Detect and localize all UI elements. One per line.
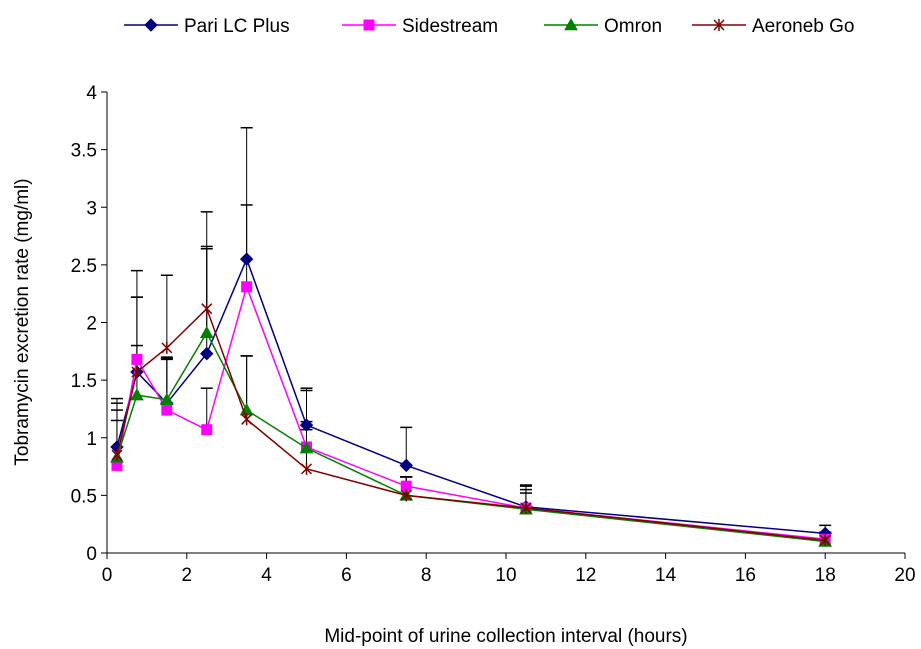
x-tick-label: 0 (102, 565, 113, 586)
x-tick-label: 12 (575, 565, 596, 586)
data-point (199, 325, 214, 339)
x-tick-label: 6 (341, 565, 352, 586)
legend-item: Omron (544, 16, 662, 37)
y-axis-title: Tobramycin excretion rate (mg/ml) (12, 178, 33, 465)
x-tick-label: 20 (894, 565, 915, 586)
series-line (116, 284, 826, 540)
series-line (116, 307, 826, 542)
data-point (299, 441, 314, 454)
data-point (241, 281, 253, 293)
x-tick-label: 8 (421, 565, 432, 586)
series-3 (111, 302, 831, 547)
data-point (399, 458, 413, 473)
y-tick-label: 2 (86, 314, 97, 335)
data-point (161, 341, 173, 354)
legend-item: Sidestream (342, 16, 498, 37)
legend-label: Sidestream (402, 16, 498, 37)
legend-label: Aeroneb Go (752, 16, 854, 37)
data-point (300, 462, 313, 475)
y-tick-label: 2.5 (71, 256, 97, 277)
x-tick-label: 14 (655, 565, 677, 586)
x-axis-title: Mid-point of urine collection interval (… (324, 626, 687, 647)
data-point (299, 418, 314, 432)
data-point (131, 366, 143, 379)
x-tick-label: 4 (261, 565, 272, 586)
series-2 (110, 325, 833, 547)
data-point (201, 424, 213, 436)
data-point (111, 449, 123, 462)
legend: Pari LC Plus Sidestream Omron Aeroneb Go (124, 16, 854, 37)
y-tick-label: 0.5 (71, 486, 97, 507)
legend-marker (564, 17, 578, 31)
data-point (160, 392, 174, 406)
y-tick-label: 1.5 (71, 371, 97, 392)
y-tick-label: 4 (86, 83, 97, 104)
y-tick-label: 0 (86, 544, 97, 565)
data-point (819, 534, 831, 547)
x-tick-label: 16 (735, 565, 756, 586)
axes: 0 0.5 1 1.5 2 2.5 3 3.5 4 0 2 4 6 8 10 12 14 16 18 20 (71, 83, 916, 586)
data-point (200, 346, 214, 361)
error-bars-1 (110, 204, 832, 540)
data-point (201, 302, 213, 315)
y-tick-label: 3 (86, 198, 97, 219)
data-point (241, 413, 253, 426)
y-tick-label: 1 (86, 429, 97, 450)
y-tick-label: 3.5 (71, 141, 97, 162)
legend-marker (363, 19, 375, 31)
data-point (130, 388, 144, 401)
x-tick-label: 2 (182, 565, 193, 586)
legend-item: Pari LC Plus (124, 16, 290, 37)
series-0 (110, 252, 832, 541)
legend-item: Aeroneb Go (692, 16, 854, 37)
legend-label: Omron (604, 16, 662, 37)
legend-marker (144, 18, 158, 32)
legend-label: Pari LC Plus (184, 16, 290, 37)
data-point (520, 502, 532, 515)
data-point (161, 404, 173, 416)
error-bars-0 (110, 126, 832, 534)
data-point (400, 489, 412, 502)
legend-marker (713, 19, 725, 31)
error-bars-3 (110, 211, 832, 541)
data-point (239, 252, 254, 266)
data-point (131, 353, 143, 365)
x-tick-label: 18 (815, 565, 836, 586)
series-line (116, 331, 826, 543)
plot-area (110, 126, 833, 547)
series-line (116, 257, 826, 535)
x-tick-label: 10 (495, 565, 516, 586)
